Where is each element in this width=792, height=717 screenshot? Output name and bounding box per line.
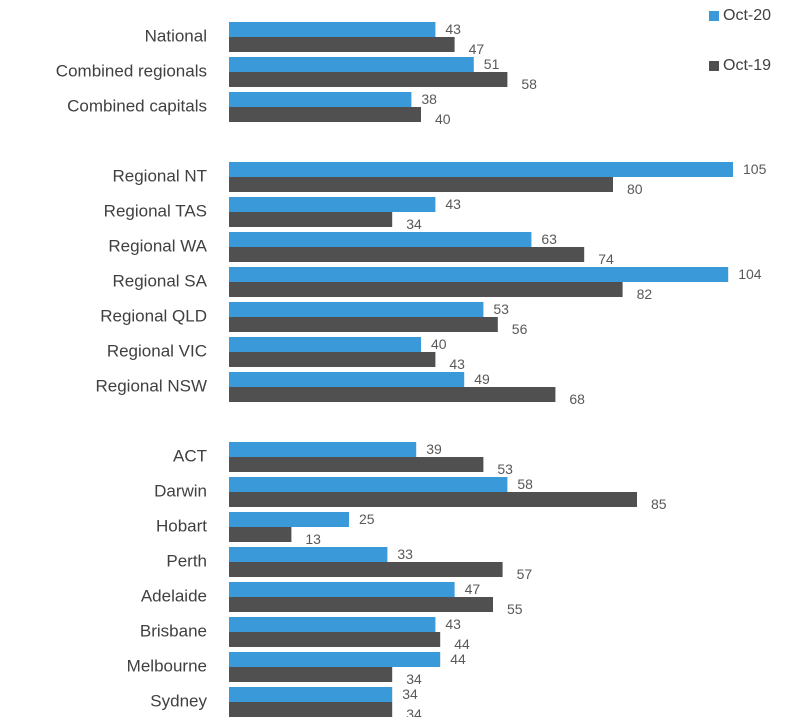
bar [229, 302, 484, 317]
bar [229, 547, 388, 562]
bar [229, 512, 349, 527]
bar [229, 597, 493, 612]
bar [229, 72, 508, 87]
value-label: 68 [569, 391, 585, 407]
bar [229, 162, 733, 177]
category-label: Brisbane [140, 621, 207, 640]
category-label: Adelaide [141, 586, 207, 605]
bar [229, 457, 484, 472]
value-label: 13 [305, 531, 321, 547]
bar [229, 212, 393, 227]
legend-swatch [709, 11, 719, 21]
legend-swatch [709, 61, 719, 71]
category-label: Regional VIC [107, 341, 207, 360]
bar [229, 387, 556, 402]
value-label: 56 [512, 321, 528, 337]
category-label: National [145, 26, 207, 45]
bar [229, 632, 441, 647]
category-label: Sydney [150, 691, 207, 710]
value-label: 53 [493, 301, 509, 317]
category-label: Regional WA [108, 236, 207, 255]
value-label: 43 [445, 196, 461, 212]
value-label: 34 [406, 216, 422, 232]
bar [229, 177, 613, 192]
category-label: Regional TAS [104, 201, 207, 220]
value-label: 43 [445, 616, 461, 632]
bar [229, 582, 455, 597]
value-label: 55 [507, 601, 523, 617]
bar [229, 197, 436, 212]
value-label: 105 [743, 161, 767, 177]
value-label: 82 [637, 286, 653, 302]
value-label: 40 [431, 336, 447, 352]
category-label: Regional NSW [96, 376, 208, 395]
bar [229, 372, 465, 387]
category-label: Combined capitals [67, 96, 207, 115]
bar [229, 57, 474, 72]
bar [229, 442, 417, 457]
value-label: 38 [421, 91, 437, 107]
bar [229, 282, 623, 297]
category-label: Melbourne [127, 656, 207, 675]
bar [229, 667, 393, 682]
bar [229, 107, 421, 122]
category-label: Darwin [154, 481, 207, 500]
value-label: 53 [497, 461, 513, 477]
value-label: 39 [426, 441, 442, 457]
value-label: 85 [651, 496, 667, 512]
bar [229, 22, 436, 37]
value-label: 34 [406, 671, 422, 687]
value-label: 58 [517, 476, 533, 492]
category-label: Perth [166, 551, 207, 570]
bar [229, 617, 436, 632]
value-label: 34 [402, 686, 418, 702]
bar [229, 92, 412, 107]
value-label: 44 [454, 636, 470, 652]
value-label: 43 [449, 356, 465, 372]
value-label: 34 [406, 706, 422, 717]
value-label: 57 [517, 566, 533, 582]
bar [229, 337, 421, 352]
value-label: 25 [359, 511, 375, 527]
value-label: 63 [541, 231, 557, 247]
value-label: 51 [484, 56, 500, 72]
value-label: 40 [435, 111, 451, 127]
value-label: 43 [445, 21, 461, 37]
bar [229, 317, 498, 332]
bar [229, 492, 637, 507]
category-label: Regional SA [112, 271, 207, 290]
bar [229, 652, 441, 667]
category-label: Hobart [156, 516, 207, 535]
value-label: 47 [465, 581, 481, 597]
value-label: 33 [397, 546, 413, 562]
value-label: 49 [474, 371, 490, 387]
category-label: Regional NT [113, 166, 208, 185]
bar [229, 352, 436, 367]
value-label: 80 [627, 181, 643, 197]
bar [229, 687, 393, 702]
category-label: ACT [173, 446, 207, 465]
legend-label: Oct-20 [723, 7, 771, 24]
value-label: 74 [598, 251, 614, 267]
bar [229, 702, 393, 717]
category-label: Regional QLD [100, 306, 207, 325]
category-label: Combined regionals [56, 61, 207, 80]
value-label: 104 [738, 266, 762, 282]
bar [229, 232, 532, 247]
bar [229, 527, 292, 542]
bar [229, 477, 508, 492]
bar [229, 267, 729, 282]
bar [229, 247, 585, 262]
bar [229, 562, 503, 577]
legend-label: Oct-19 [723, 57, 771, 74]
value-label: 44 [450, 651, 466, 667]
bar [229, 37, 455, 52]
value-label: 58 [521, 76, 537, 92]
value-label: 47 [469, 41, 485, 57]
